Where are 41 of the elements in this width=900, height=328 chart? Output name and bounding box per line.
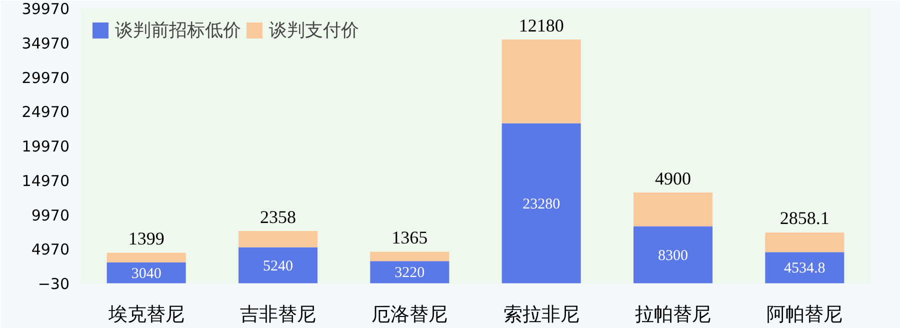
bar [502,40,581,124]
x-tick-label: 阿帕替尼 [766,304,843,326]
data-label: 4900 [655,168,691,188]
y-tick-label: 9970 [31,206,70,224]
data-label: 8300 [658,248,688,264]
y-tick-label: 24970 [22,103,70,122]
y-tick-label: 29970 [22,68,70,87]
x-tick-label: 埃克替尼 [107,304,184,326]
data-label: 3220 [394,265,425,282]
bar [370,252,450,262]
bar [370,261,450,284]
x-tick-label: 索拉非尼 [503,304,580,326]
y-tick-label: 4970 [31,240,70,259]
bar [634,192,712,226]
y-tick-label: 14970 [22,172,70,190]
bar [765,232,844,252]
data-label: 23280 [522,196,560,212]
data-label: 1399 [128,228,164,249]
x-tick-label: 拉帕替尼 [635,304,711,326]
y-tick-label: 39970 [22,0,70,18]
y-tick-label: −30 [38,275,70,293]
data-label: 3040 [131,266,162,282]
bar [634,226,712,284]
data-label: 1365 [392,228,428,248]
y-tick-label: 19970 [22,138,70,156]
data-label: 2358 [260,206,296,227]
x-tick-label: 吉非替尼 [240,304,316,326]
bar [238,247,318,284]
bar [765,252,844,284]
legend-label: 谈判前招标低价 [115,19,241,42]
bar [502,123,581,284]
bar [106,252,186,262]
data-label: 4534.8 [784,260,826,277]
data-label: 2858.1 [780,208,830,228]
data-label: 5240 [263,258,293,274]
data-label: 12180 [518,15,564,36]
bar [238,231,318,248]
x-tick-label: 厄洛替尼 [372,304,448,326]
bar [106,262,186,284]
y-tick-label: 34970 [22,34,70,52]
legend-label: 谈判支付价 [269,19,359,42]
